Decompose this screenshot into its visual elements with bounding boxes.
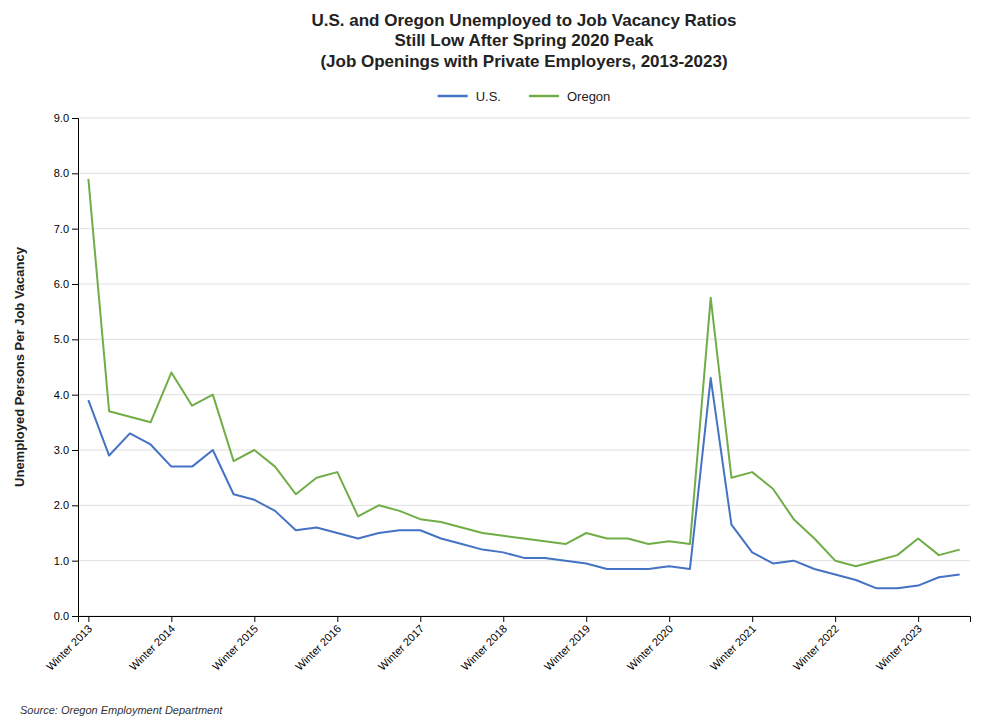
y-tick: 2.0 (54, 499, 78, 511)
y-axis-line (72, 119, 79, 617)
x-tick-label: Winter 2015 (210, 622, 260, 672)
x-tick-mark (918, 616, 919, 622)
y-tick-mark (72, 505, 78, 506)
y-tick-mark (72, 561, 78, 562)
x-tick-mark (254, 616, 255, 622)
y-tick: 3.0 (54, 444, 78, 456)
series-line (88, 378, 959, 588)
y-tick-mark (72, 395, 78, 396)
y-tick-mark (72, 450, 78, 451)
chart-container: U.S. and Oregon Unemployed to Job Vacanc… (0, 0, 1000, 724)
grid-line (78, 173, 970, 174)
chart-title: U.S. and Oregon Unemployed to Job Vacanc… (311, 11, 736, 71)
x-tick: Winter 2015 (210, 616, 260, 673)
x-tick-label: Winter 2022 (791, 622, 841, 672)
legend-item: Oregon (529, 89, 610, 104)
legend-item: U.S. (438, 89, 501, 104)
legend-swatch (529, 95, 559, 98)
x-tick-label: Winter 2021 (708, 622, 758, 672)
y-tick: 5.0 (54, 333, 78, 345)
y-tick-label: 5.0 (54, 333, 69, 345)
x-tick-label: Winter 2018 (459, 622, 509, 672)
title-line: (Job Openings with Private Employers, 20… (320, 52, 727, 71)
series-line (88, 179, 959, 566)
x-tick-mark (88, 616, 89, 622)
grid-line (78, 284, 970, 285)
y-tick-mark (72, 616, 78, 617)
y-axis: 0.0 1.0 2.0 3.0 4.0 5.0 6.0 7.0 8.0 9.0 (54, 112, 79, 622)
y-tick-mark (72, 339, 78, 340)
y-tick-label: 7.0 (54, 223, 69, 235)
y-tick-label: 6.0 (54, 278, 69, 290)
x-tick: Winter 2020 (625, 616, 675, 673)
x-tick-mark (503, 616, 504, 622)
y-tick: 7.0 (54, 223, 78, 235)
y-tick-label: 4.0 (54, 389, 69, 401)
x-tick: Winter 2014 (127, 616, 177, 673)
chart-svg: U.S. and Oregon Unemployed to Job Vacanc… (0, 0, 1000, 724)
grid-line (78, 228, 970, 229)
x-tick-mark (586, 616, 587, 622)
y-axis-title: Unemployed Persons Per Job Vacancy (12, 246, 27, 487)
x-tick-mark (337, 616, 338, 622)
y-tick: 1.0 (54, 555, 78, 567)
title-line: Still Low After Spring 2020 Peak (394, 31, 654, 50)
x-tick-label: Winter 2014 (127, 622, 177, 672)
y-tick-label: 8.0 (54, 167, 69, 179)
y-tick: 6.0 (54, 278, 78, 290)
x-tick-label: Winter 2016 (293, 622, 343, 672)
x-tick: Winter 2018 (459, 616, 509, 673)
legend-swatch (438, 95, 468, 98)
x-tick-mark (171, 616, 172, 622)
x-tick: Winter 2021 (708, 616, 758, 673)
x-axis-line (79, 617, 971, 623)
y-tick-mark (72, 173, 78, 174)
y-tick: 4.0 (54, 389, 78, 401)
y-tick: 0.0 (54, 610, 78, 622)
x-tick-label: Winter 2013 (44, 622, 94, 672)
x-tick-mark (835, 616, 836, 622)
y-tick-label: 2.0 (54, 499, 69, 511)
y-tick-label: 9.0 (54, 112, 69, 124)
y-tick: 8.0 (54, 167, 78, 179)
title-line: U.S. and Oregon Unemployed to Job Vacanc… (311, 11, 736, 30)
x-tick: Winter 2013 (44, 616, 94, 673)
grid-line (78, 118, 970, 119)
y-tick: 9.0 (54, 112, 78, 124)
x-tick-label: Winter 2017 (376, 622, 426, 672)
y-tick-mark (72, 229, 78, 230)
y-tick-label: 0.0 (54, 610, 69, 622)
grid-line (78, 505, 970, 506)
x-tick-mark (669, 616, 670, 622)
x-tick: Winter 2022 (791, 616, 841, 673)
x-tick-label: Winter 2023 (874, 622, 924, 672)
y-tick-mark (72, 118, 78, 119)
x-tick: Winter 2023 (874, 616, 924, 673)
legend-label: Oregon (567, 89, 610, 104)
y-tick-mark (72, 284, 78, 285)
annotation: Source: Oregon Employment Department (20, 704, 223, 716)
x-tick-mark (420, 616, 421, 622)
x-tick: Winter 2016 (293, 616, 343, 673)
x-tick-mark (752, 616, 753, 622)
x-axis: Winter 2013 Winter 2014 Winter 2015 Winter … (44, 616, 971, 673)
y-tick-label: 3.0 (54, 444, 69, 456)
x-tick: Winter 2019 (542, 616, 592, 673)
legend: U.S. Oregon (438, 89, 611, 104)
x-tick: Winter 2017 (376, 616, 426, 673)
grid (78, 118, 970, 616)
x-tick-label: Winter 2020 (625, 622, 675, 672)
grid-line (78, 339, 970, 340)
legend-label: U.S. (476, 89, 501, 104)
y-tick-label: 1.0 (54, 555, 69, 567)
x-tick-label: Winter 2019 (542, 622, 592, 672)
plot-area (88, 179, 959, 588)
